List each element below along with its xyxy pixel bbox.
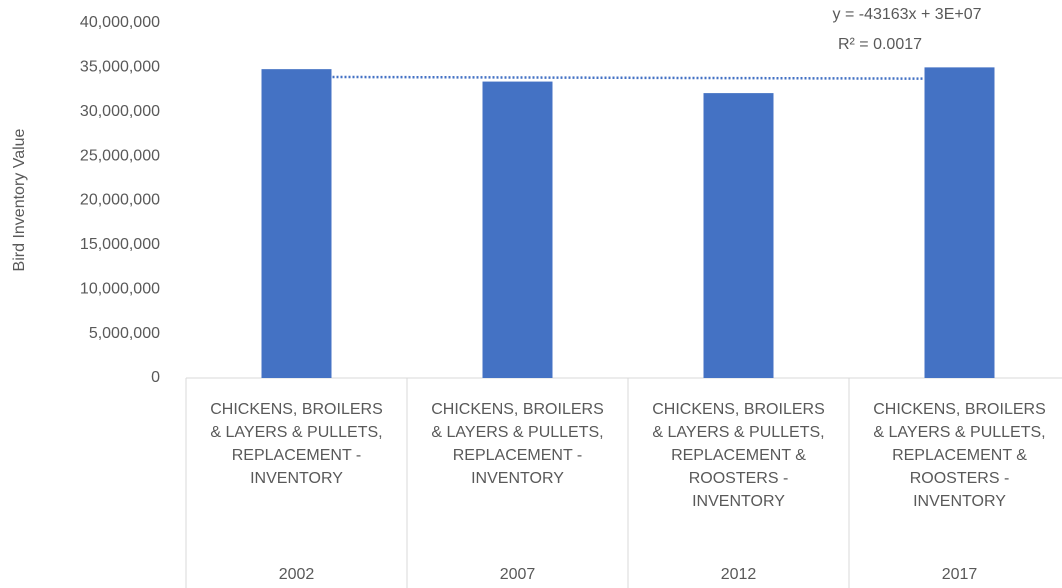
x-group-label: 2002	[279, 566, 315, 583]
x-group-label: 2007	[500, 566, 536, 583]
bar	[261, 69, 332, 379]
x-tick-label: INVENTORY	[471, 470, 564, 487]
x-tick-label: CHICKENS, BROILERS	[873, 401, 1045, 418]
x-tick-label: REPLACEMENT -	[232, 447, 362, 464]
x-tick-label: INVENTORY	[692, 493, 785, 510]
y-axis-title: Bird Inventory Value	[11, 128, 28, 271]
x-tick-label: & LAYERS & PULLETS,	[431, 424, 603, 441]
x-tick-label: & LAYERS & PULLETS,	[873, 424, 1045, 441]
x-group-label: 2012	[721, 566, 757, 583]
y-tick-label: 40,000,000	[80, 14, 160, 31]
y-tick-label: 35,000,000	[80, 59, 160, 76]
bar	[703, 93, 774, 379]
x-tick-label: REPLACEMENT -	[453, 447, 583, 464]
y-tick-label: 10,000,000	[80, 280, 160, 297]
x-tick-label: & LAYERS & PULLETS,	[210, 424, 382, 441]
y-tick-label: 25,000,000	[80, 147, 160, 164]
trendline-equation: y = -43163x + 3E+07	[833, 6, 982, 23]
x-group-label: 2017	[942, 566, 978, 583]
y-tick-label: 0	[151, 369, 160, 386]
x-tick-label: CHICKENS, BROILERS	[431, 401, 603, 418]
x-tick-label: CHICKENS, BROILERS	[210, 401, 382, 418]
x-tick-label: ROOSTERS -	[689, 470, 789, 487]
bar	[924, 67, 995, 378]
x-tick-label: REPLACEMENT &	[892, 447, 1027, 464]
y-tick-label: 20,000,000	[80, 192, 160, 209]
bar	[482, 81, 553, 378]
y-tick-label: 30,000,000	[80, 103, 160, 120]
trendline-r-squared: R² = 0.0017	[838, 36, 922, 53]
trendline	[296, 75, 960, 80]
x-tick-label: REPLACEMENT &	[671, 447, 806, 464]
x-tick-label: CHICKENS, BROILERS	[652, 401, 824, 418]
y-tick-label: 15,000,000	[80, 236, 160, 253]
x-tick-label: & LAYERS & PULLETS,	[652, 424, 824, 441]
x-tick-label: INVENTORY	[250, 470, 343, 487]
y-tick-label: 5,000,000	[89, 325, 160, 342]
x-tick-label: ROOSTERS -	[910, 470, 1010, 487]
x-tick-label: INVENTORY	[913, 493, 1006, 510]
